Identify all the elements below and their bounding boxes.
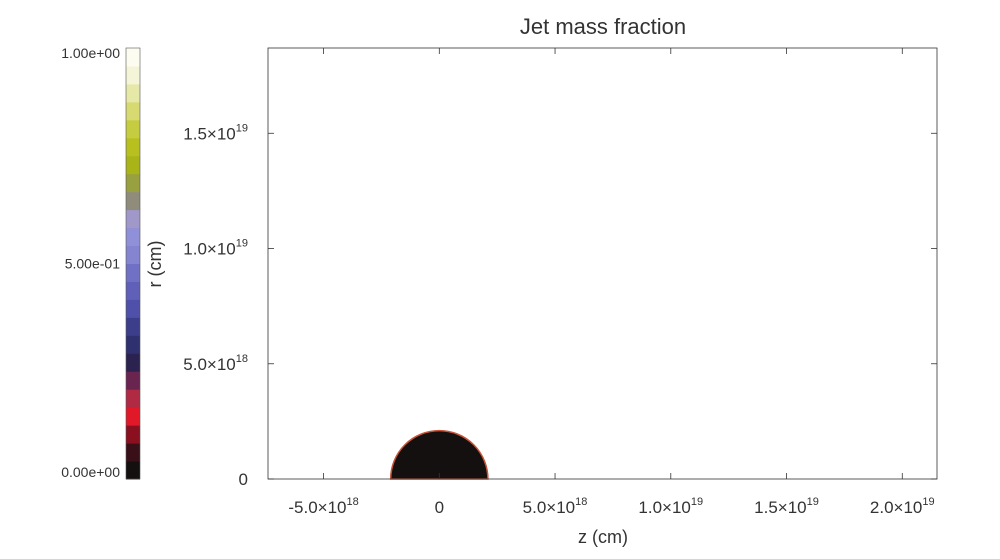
colorbar-label: 5.00e-01 bbox=[65, 256, 120, 272]
colorbar-swatch bbox=[126, 317, 140, 336]
colorbar-swatch bbox=[126, 407, 140, 426]
colorbar-swatch bbox=[126, 425, 140, 444]
colorbar-swatch bbox=[126, 65, 140, 85]
colorbar-swatch bbox=[126, 101, 140, 121]
x-axis-title: z (cm) bbox=[578, 527, 628, 547]
colorbar-swatch bbox=[126, 83, 140, 103]
colorbar-swatch bbox=[126, 263, 140, 282]
plot-background bbox=[268, 48, 937, 479]
colorbar-swatch bbox=[126, 48, 140, 67]
y-tick-label: 1.0×1019 bbox=[183, 238, 248, 259]
y-axis-title: r (cm) bbox=[145, 241, 165, 288]
colorbar: 1.00e+00 5.00e-01 0.00e+00 bbox=[61, 45, 141, 480]
y-tick-label: 0 bbox=[239, 470, 248, 489]
x-tick-label: 2.0×1019 bbox=[870, 496, 935, 517]
colorbar-swatch bbox=[126, 155, 140, 175]
chart-title: Jet mass fraction bbox=[520, 14, 686, 39]
x-tick-label: -5.0×1018 bbox=[288, 496, 358, 517]
x-tick-label: 1.0×1019 bbox=[638, 496, 703, 517]
x-tick-label: 0 bbox=[435, 498, 444, 517]
colorbar-swatch bbox=[126, 299, 140, 318]
colorbar-label: 1.00e+00 bbox=[61, 45, 120, 61]
colorbar-swatch bbox=[126, 173, 140, 193]
colorbar-swatch bbox=[126, 209, 140, 229]
colorbar-swatch bbox=[126, 119, 140, 139]
plot-area: -5.0×1018 0 5.0×1018 1.0×1019 1.5×1019 2.0×10… bbox=[183, 47, 938, 517]
colorbar-swatch bbox=[126, 461, 140, 480]
colorbar-swatch bbox=[126, 191, 140, 211]
y-tick-label: 1.5×1019 bbox=[183, 122, 248, 143]
colorbar-swatch bbox=[126, 281, 140, 300]
colorbar-swatch bbox=[126, 137, 140, 157]
colorbar-swatch bbox=[126, 245, 140, 264]
colorbar-frame bbox=[125, 47, 141, 480]
colorbar-label: 0.00e+00 bbox=[61, 464, 120, 480]
colorbar-swatch bbox=[126, 227, 140, 247]
plot-frame bbox=[267, 47, 938, 480]
colorbar-swatch bbox=[126, 389, 140, 408]
half-disk-region bbox=[389, 430, 489, 480]
colorbar-swatch bbox=[126, 371, 140, 390]
colorbar-swatch bbox=[126, 353, 140, 372]
x-tick-label: 1.5×1019 bbox=[754, 496, 819, 517]
y-tick-label: 5.0×1018 bbox=[183, 353, 248, 374]
colorbar-swatch bbox=[126, 335, 140, 354]
x-tick-label: 5.0×1018 bbox=[523, 496, 588, 517]
colorbar-swatch bbox=[126, 443, 140, 462]
